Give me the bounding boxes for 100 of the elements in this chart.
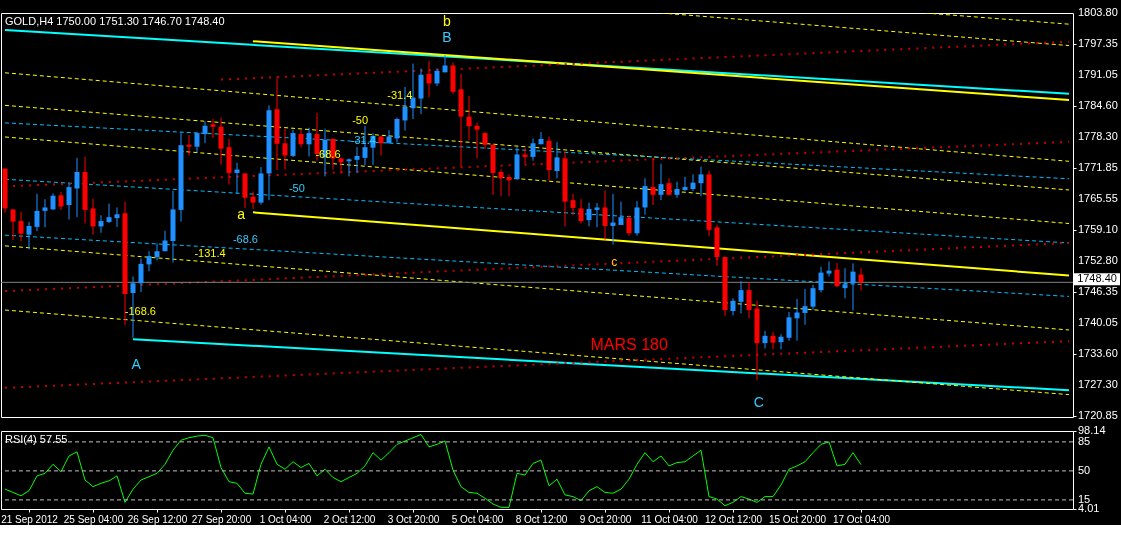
- y-tick-label: 50: [1078, 463, 1091, 476]
- x-tick-label: 27 Sep 20:00: [191, 513, 252, 525]
- candlestick: [394, 117, 400, 143]
- candlestick: [778, 333, 784, 350]
- y-tick-label: 1784.60: [1078, 99, 1118, 112]
- y-tick-label: 85: [1078, 434, 1091, 447]
- candlestick: [570, 193, 576, 216]
- candlestick: [602, 189, 608, 241]
- ref-line-label: 1748.40: [1077, 272, 1117, 285]
- x-tick-label: 9 Oct 20:00: [579, 513, 632, 525]
- candlestick: [306, 127, 312, 157]
- candlestick: [738, 280, 744, 314]
- candlestick: [290, 129, 296, 158]
- annotation: C: [753, 393, 764, 410]
- annotation: A: [131, 356, 142, 373]
- candlestick: [410, 63, 416, 120]
- candlestick: [210, 118, 216, 139]
- x-tick-label: 15 Oct 20:00: [768, 513, 827, 525]
- annotation: b: [443, 13, 452, 30]
- candlestick: [826, 260, 832, 277]
- y-tick-label: 98.14: [1078, 424, 1106, 436]
- candlestick: [842, 267, 848, 299]
- annotation: -131.4: [194, 246, 226, 259]
- candlestick: [74, 157, 80, 218]
- candlestick: [10, 208, 16, 241]
- candlestick: [802, 288, 808, 326]
- candlestick: [354, 146, 360, 174]
- candlestick: [114, 206, 120, 228]
- candlestick: [282, 128, 288, 171]
- y-tick-label: 1733.60: [1078, 347, 1118, 360]
- candlestick: [674, 181, 680, 199]
- candlestick: [642, 177, 648, 216]
- annotation: B: [442, 29, 452, 46]
- candlestick: [506, 173, 512, 197]
- x-tick-label: 8 Oct 12:00: [515, 513, 568, 525]
- candlestick: [554, 141, 560, 179]
- y-tick-label: 1778.30: [1078, 129, 1118, 142]
- candlestick: [386, 129, 392, 144]
- candlestick: [138, 258, 144, 293]
- y-tick-label: 1765.55: [1078, 191, 1118, 204]
- candlestick: [154, 242, 160, 261]
- candlestick: [658, 163, 664, 201]
- candlestick: [42, 198, 48, 228]
- y-tick-label: 4.01: [1078, 502, 1100, 514]
- candlestick: [530, 137, 536, 162]
- candlestick: [218, 117, 224, 166]
- annotation: MARS 180: [590, 335, 668, 353]
- candlestick: [698, 166, 704, 197]
- candlestick: [810, 284, 816, 311]
- line-series: [4, 433, 862, 508]
- chart-title: GOLD,H4 1750.00 1751.30 1746.70 1748.40: [5, 15, 225, 27]
- candlestick: [786, 311, 792, 342]
- y-tick-label: 1771.85: [1078, 161, 1118, 174]
- candlestick: [682, 176, 688, 192]
- candlestick: [18, 211, 24, 242]
- y-tick-label: 1803.80: [1078, 6, 1118, 18]
- candlestick: [586, 202, 592, 227]
- candlestick: [650, 157, 656, 206]
- candlestick: [762, 330, 768, 349]
- y-tick-label: 1759.10: [1078, 223, 1118, 236]
- candlestick: [618, 201, 624, 226]
- x-tick-label: 26 Sep 12:00: [127, 513, 188, 525]
- candlestick: [378, 135, 384, 156]
- candlestick: [818, 266, 824, 294]
- y-tick-label: 1727.30: [1078, 377, 1118, 390]
- candlestick: [474, 122, 480, 159]
- candlestick: [794, 298, 800, 342]
- candlestick: [466, 95, 472, 141]
- candlestick: [578, 198, 584, 225]
- candlestick: [346, 157, 352, 177]
- candlestick: [338, 157, 344, 174]
- candlestick: [746, 281, 752, 319]
- candlestick: [850, 262, 856, 312]
- y-tick-label: 1740.05: [1078, 315, 1118, 328]
- candlestick: [98, 214, 104, 234]
- x-tick-label: 17 Oct 04:00: [832, 513, 891, 525]
- candlestick: [90, 198, 96, 236]
- annotation: -68.6: [232, 233, 258, 246]
- chart-title: RSI(4) 57.55: [5, 433, 68, 445]
- annotation: -50: [288, 182, 305, 195]
- annotation: -50: [352, 114, 369, 127]
- x-tick-label: 3 Oct 20:00: [387, 513, 440, 525]
- y-tick-label: 1720.85: [1078, 409, 1118, 422]
- candlestick: [858, 267, 864, 292]
- y-tick-label: 1752.80: [1078, 253, 1118, 266]
- annotation: c: [611, 255, 618, 270]
- x-tick-label: 5 Oct 04:00: [451, 513, 504, 525]
- x-tick-label: 2 Oct 12:00: [323, 513, 376, 525]
- candlestick: [146, 250, 152, 272]
- x-tick-label: 1 Oct 04:00: [259, 513, 312, 525]
- candlestick: [26, 221, 32, 250]
- candlestick: [418, 67, 424, 115]
- x-tick-label: 25 Sep 04:00: [63, 513, 124, 525]
- x-tick-label: 12 Oct 12:00: [704, 513, 763, 525]
- y-tick-label: 15: [1078, 492, 1091, 505]
- candlestick: [202, 120, 208, 144]
- candlestick: [538, 131, 544, 145]
- candlestick: [186, 134, 192, 156]
- candlestick: [594, 202, 600, 228]
- candlestick: [250, 190, 256, 210]
